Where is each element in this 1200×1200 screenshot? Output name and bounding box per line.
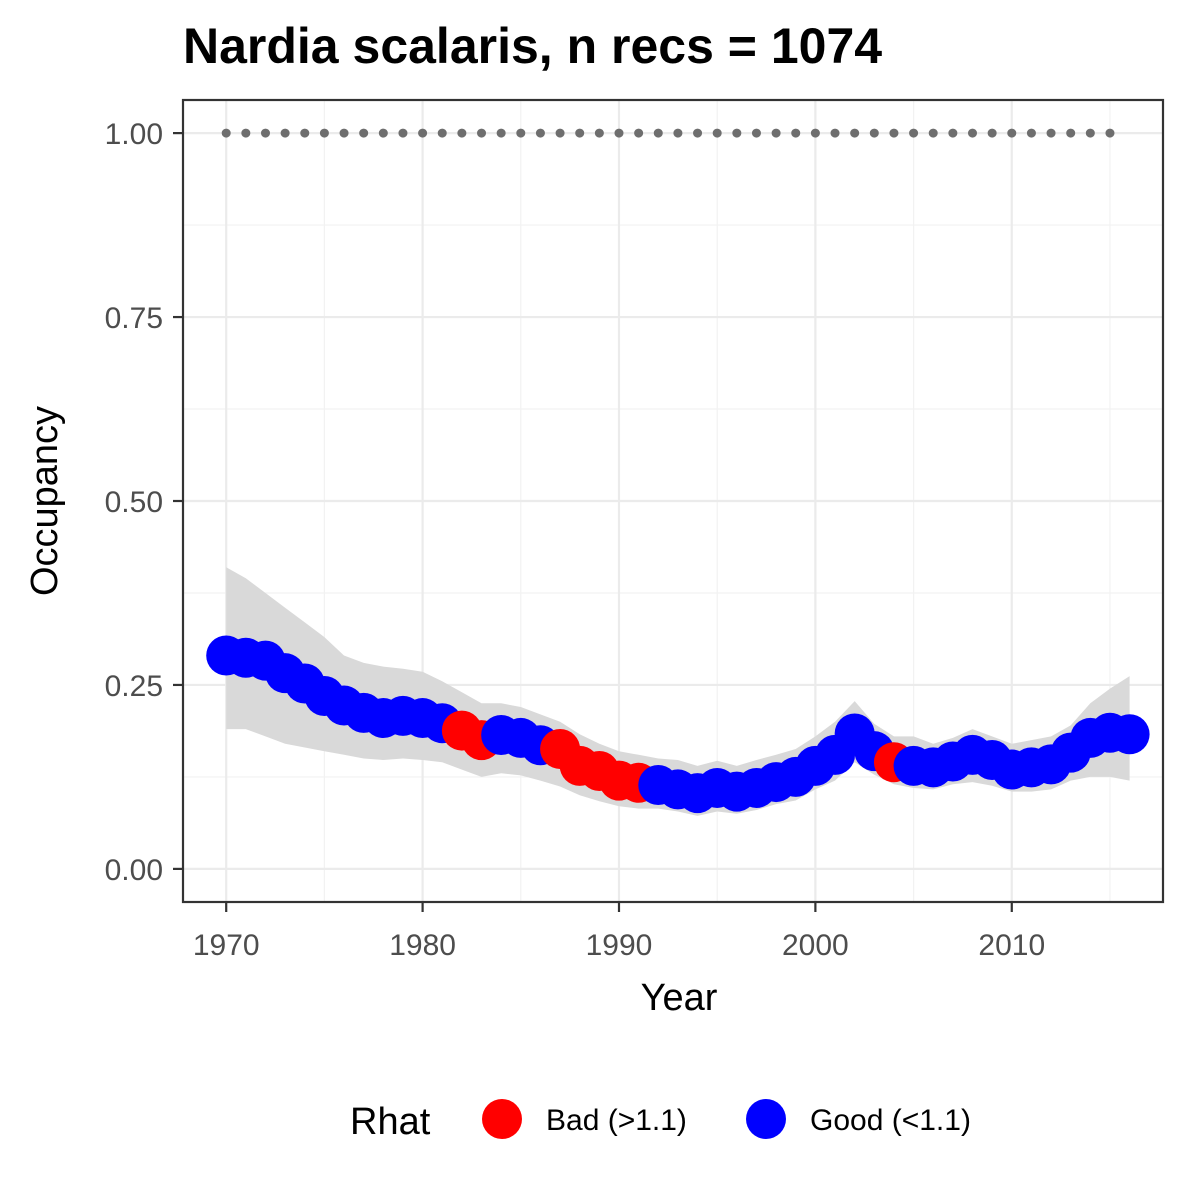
- reference-point: [516, 128, 526, 138]
- reference-point: [987, 128, 997, 138]
- reference-point: [771, 128, 781, 138]
- reference-point: [634, 128, 644, 138]
- reference-point: [535, 128, 545, 138]
- reference-point: [909, 128, 919, 138]
- reference-point: [810, 128, 820, 138]
- legend-label-bad: Bad (>1.1): [546, 1104, 687, 1137]
- reference-point: [398, 128, 408, 138]
- reference-point: [1085, 128, 1095, 138]
- reference-point: [693, 128, 703, 138]
- reference-point: [869, 128, 879, 138]
- reference-point: [751, 128, 761, 138]
- reference-point: [850, 128, 860, 138]
- reference-point: [457, 128, 467, 138]
- y-axis-title: Occupancy: [24, 406, 66, 596]
- legend-title: Rhat: [350, 1101, 431, 1143]
- reference-line-points: [221, 128, 1115, 138]
- reference-point: [1007, 128, 1017, 138]
- legend-label-good: Good (<1.1): [810, 1104, 971, 1137]
- y-tick-label: 0.50: [105, 486, 163, 519]
- reference-point: [732, 128, 742, 138]
- reference-point: [378, 128, 388, 138]
- x-axis: 1970 1980 1990 2000 2010: [193, 902, 1045, 962]
- legend: Rhat Bad (>1.1) Good (<1.1): [350, 1099, 971, 1143]
- reference-point: [928, 128, 938, 138]
- y-tick-label: 0.25: [105, 670, 163, 703]
- x-tick-label: 2000: [782, 929, 849, 962]
- reference-point: [791, 128, 801, 138]
- legend-key-bad: [482, 1099, 522, 1139]
- reference-point: [359, 128, 369, 138]
- y-tick-label: 1.00: [105, 118, 163, 151]
- reference-point: [221, 128, 231, 138]
- reference-point: [339, 128, 349, 138]
- x-tick-label: 1990: [586, 929, 653, 962]
- reference-point: [555, 128, 565, 138]
- reference-point: [1066, 128, 1076, 138]
- reference-point: [653, 128, 663, 138]
- reference-point: [1105, 128, 1115, 138]
- reference-point: [594, 128, 604, 138]
- reference-point: [418, 128, 428, 138]
- reference-point: [1026, 128, 1036, 138]
- reference-point: [575, 128, 585, 138]
- reference-point: [830, 128, 840, 138]
- reference-point: [300, 128, 310, 138]
- reference-point: [948, 128, 958, 138]
- x-axis-title: Year: [641, 977, 718, 1019]
- reference-point: [614, 128, 624, 138]
- y-tick-label: 0.00: [105, 854, 163, 887]
- occupancy-point-good: [1109, 714, 1150, 755]
- reference-point: [260, 128, 270, 138]
- chart-title: Nardia scalaris, n recs = 1074: [183, 18, 882, 74]
- x-tick-label: 1970: [193, 929, 260, 962]
- y-tick-label: 0.75: [105, 302, 163, 335]
- reference-point: [496, 128, 506, 138]
- reference-point: [280, 128, 290, 138]
- reference-point: [241, 128, 251, 138]
- reference-point: [712, 128, 722, 138]
- legend-key-good: [746, 1099, 786, 1139]
- reference-point: [889, 128, 899, 138]
- y-axis: 0.00 0.25 0.50 0.75 1.00: [105, 118, 183, 887]
- x-tick-label: 1980: [389, 929, 456, 962]
- reference-point: [673, 128, 683, 138]
- x-tick-label: 2010: [978, 929, 1045, 962]
- reference-point: [1046, 128, 1056, 138]
- reference-point: [477, 128, 487, 138]
- plot-panel: [181, 98, 1165, 904]
- reference-point: [437, 128, 447, 138]
- occupancy-points: [206, 635, 1150, 814]
- reference-point: [319, 128, 329, 138]
- reference-point: [967, 128, 977, 138]
